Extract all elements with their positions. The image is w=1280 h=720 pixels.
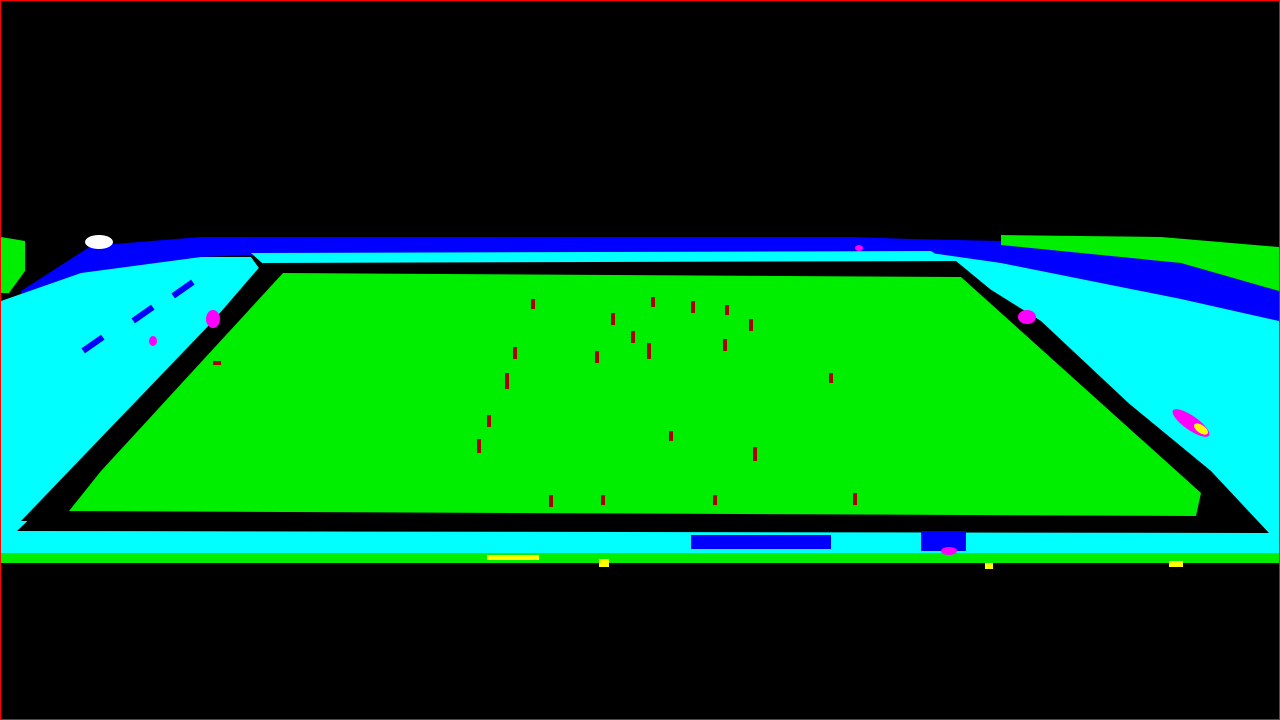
highlight-magenta bbox=[941, 547, 957, 555]
player bbox=[513, 347, 517, 359]
highlight-magenta bbox=[1018, 310, 1036, 324]
highlight-yellow bbox=[1169, 561, 1183, 567]
upper-stand-blue bbox=[21, 237, 1279, 331]
highlight-magenta bbox=[149, 336, 157, 346]
player bbox=[725, 305, 729, 315]
player bbox=[723, 339, 727, 351]
player bbox=[713, 495, 717, 505]
player bbox=[651, 297, 655, 307]
highlight-white bbox=[85, 235, 113, 249]
player bbox=[691, 301, 695, 313]
highlight-yellow bbox=[487, 555, 539, 560]
left-stand-marker bbox=[131, 304, 155, 324]
player bbox=[853, 493, 857, 505]
left-stand-marker bbox=[81, 334, 105, 354]
player bbox=[749, 319, 753, 331]
near-stand-blue-patch bbox=[691, 535, 831, 549]
player bbox=[753, 447, 757, 461]
player bbox=[647, 343, 651, 359]
player bbox=[601, 495, 605, 505]
right-stand-cyan bbox=[931, 253, 1279, 541]
left-stand-cyan bbox=[1, 257, 261, 521]
player bbox=[631, 331, 635, 343]
player bbox=[477, 439, 481, 453]
player bbox=[595, 351, 599, 363]
highlight-yellow bbox=[599, 559, 609, 567]
player bbox=[213, 361, 221, 365]
near-stand-blue-patch bbox=[921, 531, 966, 551]
upper-right-stand-green bbox=[1001, 235, 1279, 291]
player bbox=[505, 373, 509, 389]
highlight-magenta bbox=[206, 310, 220, 328]
players bbox=[213, 297, 857, 507]
player bbox=[829, 373, 833, 383]
near-fringe-green bbox=[1, 553, 1279, 563]
player bbox=[611, 313, 615, 325]
left-stand-marker bbox=[171, 279, 195, 299]
pitch bbox=[69, 273, 1201, 516]
highlight-magenta bbox=[855, 245, 863, 251]
highlight-yellow bbox=[985, 563, 993, 569]
player bbox=[549, 495, 553, 507]
left-edge-green bbox=[1, 237, 25, 293]
player bbox=[531, 299, 535, 309]
player bbox=[487, 415, 491, 427]
highlight-mixed-yellow bbox=[1194, 423, 1208, 435]
player bbox=[669, 431, 673, 441]
